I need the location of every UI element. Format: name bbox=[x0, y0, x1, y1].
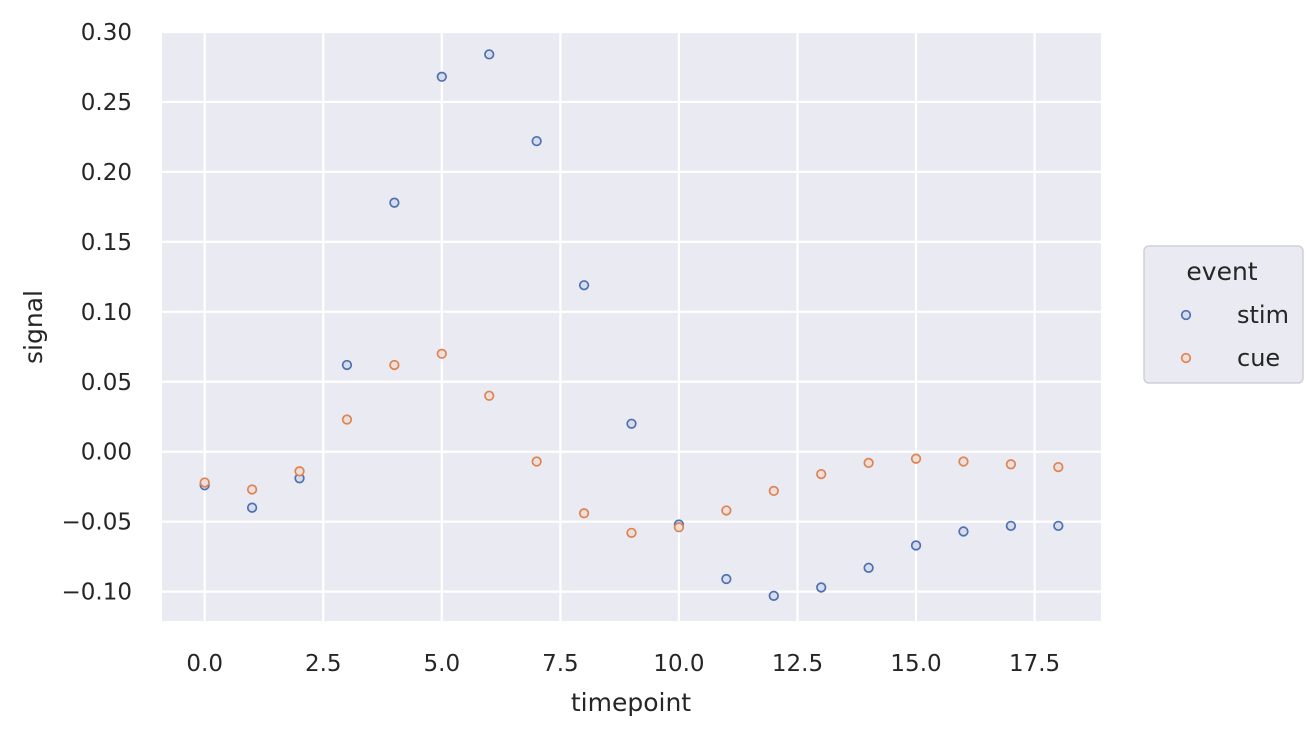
grid bbox=[162, 30, 1101, 621]
point-cue bbox=[673, 522, 685, 533]
legend-frame bbox=[1143, 245, 1304, 384]
point-cue bbox=[341, 414, 353, 425]
point-stim bbox=[721, 573, 732, 585]
y-tick-label: 0.10 bbox=[81, 300, 132, 326]
point-cue bbox=[436, 348, 447, 359]
point-stim bbox=[958, 526, 969, 537]
point-stim bbox=[910, 540, 922, 551]
y-tick-label: −0.05 bbox=[62, 510, 132, 536]
point-cue bbox=[1053, 461, 1064, 473]
point-cue bbox=[294, 466, 305, 477]
legend-label-cue: cue bbox=[1237, 344, 1280, 372]
x-tick-label: 2.5 bbox=[305, 651, 342, 677]
point-stim bbox=[246, 502, 258, 513]
point-cue bbox=[863, 457, 874, 469]
point-stim bbox=[768, 590, 779, 601]
x-tick-label: 17.5 bbox=[1009, 651, 1060, 677]
y-tick-label: 0.20 bbox=[81, 160, 132, 186]
point-stim bbox=[1005, 520, 1017, 532]
x-tick-label: 0.0 bbox=[186, 651, 223, 677]
y-tick-label: 0.25 bbox=[81, 90, 132, 116]
legend-marker-stim bbox=[1180, 309, 1192, 321]
data-points bbox=[199, 49, 1064, 601]
point-cue bbox=[910, 453, 922, 464]
point-cue bbox=[578, 508, 590, 519]
point-stim bbox=[1053, 520, 1064, 532]
x-axis-label: timepoint bbox=[571, 688, 691, 717]
legend-label-stim: stim bbox=[1237, 301, 1289, 329]
point-stim bbox=[389, 197, 400, 208]
x-tick-label: 10.0 bbox=[653, 651, 704, 677]
y-tick-label: −0.10 bbox=[62, 580, 132, 606]
point-stim bbox=[816, 582, 827, 593]
point-cue bbox=[626, 527, 637, 539]
point-cue bbox=[721, 505, 732, 516]
point-cue bbox=[816, 468, 827, 480]
point-cue bbox=[199, 477, 210, 488]
legend: event stim cue bbox=[1143, 245, 1304, 384]
y-axis-label: signal bbox=[19, 290, 48, 364]
point-stim bbox=[863, 562, 874, 573]
x-tick-label: 12.5 bbox=[772, 651, 823, 677]
x-tick-label: 5.0 bbox=[424, 651, 461, 677]
legend-title: event bbox=[1186, 257, 1257, 286]
y-tick-label: 0.15 bbox=[81, 230, 132, 256]
x-tick-label: 15.0 bbox=[890, 651, 941, 677]
point-cue bbox=[484, 390, 495, 401]
y-tick-labels: 0.30 0.25 0.20 0.15 0.10 0.05 0.00 −0.05 −0.10 bbox=[62, 20, 132, 606]
point-stim bbox=[531, 135, 542, 147]
point-stim bbox=[484, 49, 495, 60]
point-stim bbox=[436, 71, 447, 82]
y-tick-label: 0.30 bbox=[81, 20, 132, 46]
legend-marker-cue bbox=[1180, 352, 1192, 364]
x-tick-label: 7.5 bbox=[542, 651, 579, 677]
point-stim bbox=[341, 359, 353, 371]
point-stim bbox=[626, 418, 637, 429]
point-cue bbox=[389, 359, 400, 371]
x-tick-labels: 0.0 2.5 5.0 7.5 10.0 12.5 15.0 17.5 bbox=[186, 651, 1060, 677]
y-tick-label: 0.00 bbox=[81, 440, 132, 466]
y-tick-label: 0.05 bbox=[81, 370, 132, 396]
plot-background bbox=[162, 32, 1101, 621]
point-cue bbox=[1005, 459, 1017, 470]
point-cue bbox=[768, 485, 779, 497]
point-cue bbox=[958, 456, 969, 467]
point-stim bbox=[578, 280, 590, 291]
point-cue bbox=[246, 484, 258, 495]
point-cue bbox=[531, 456, 542, 467]
